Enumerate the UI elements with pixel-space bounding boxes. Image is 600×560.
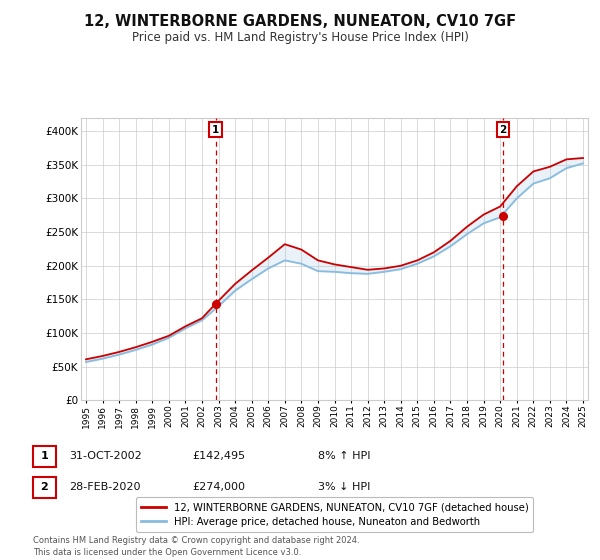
- Text: 28-FEB-2020: 28-FEB-2020: [69, 482, 140, 492]
- Text: £142,495: £142,495: [192, 451, 245, 461]
- Text: Price paid vs. HM Land Registry's House Price Index (HPI): Price paid vs. HM Land Registry's House …: [131, 31, 469, 44]
- Text: 2: 2: [41, 482, 48, 492]
- Legend: 12, WINTERBORNE GARDENS, NUNEATON, CV10 7GF (detached house), HPI: Average price: 12, WINTERBORNE GARDENS, NUNEATON, CV10 …: [136, 497, 533, 532]
- Text: 31-OCT-2002: 31-OCT-2002: [69, 451, 142, 461]
- Text: £274,000: £274,000: [192, 482, 245, 492]
- Text: 1: 1: [41, 451, 48, 461]
- Text: 12, WINTERBORNE GARDENS, NUNEATON, CV10 7GF: 12, WINTERBORNE GARDENS, NUNEATON, CV10 …: [84, 14, 516, 29]
- Text: 8% ↑ HPI: 8% ↑ HPI: [318, 451, 371, 461]
- Text: 3% ↓ HPI: 3% ↓ HPI: [318, 482, 370, 492]
- Text: Contains HM Land Registry data © Crown copyright and database right 2024.
This d: Contains HM Land Registry data © Crown c…: [33, 536, 359, 557]
- Text: 1: 1: [212, 125, 220, 134]
- Text: 2: 2: [499, 125, 506, 134]
